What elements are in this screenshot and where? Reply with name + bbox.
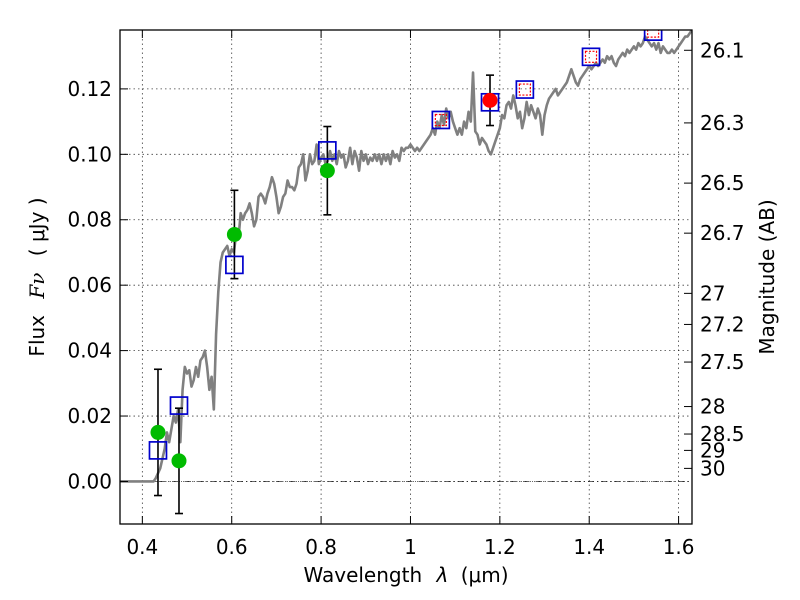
model-photometry-square bbox=[318, 141, 337, 160]
x-axis-title-text: Wavelength bbox=[303, 563, 422, 587]
x-axis: 0.4 0.6 0.8 1 1.2 1.4 1.6 bbox=[126, 30, 695, 559]
upper-limit-square bbox=[518, 83, 531, 96]
model-photometry-square bbox=[225, 255, 244, 275]
model-photometry-square bbox=[148, 441, 168, 460]
model-photometry-square bbox=[431, 110, 451, 130]
upper-limit-square bbox=[647, 30, 660, 38]
magnitude-tick-label: 27.2 bbox=[700, 312, 745, 336]
spectrum-layer bbox=[120, 30, 692, 483]
y-axis-title-symbol: Fν bbox=[25, 273, 49, 300]
x-tick-label: 1.2 bbox=[484, 535, 516, 559]
x-tick-label: 0.8 bbox=[305, 535, 337, 559]
measured-flux-point bbox=[482, 92, 498, 108]
model-photometry-square bbox=[581, 47, 601, 67]
magnitude-tick-label: 26.5 bbox=[700, 171, 745, 195]
magnitude-tick-label: 26.7 bbox=[700, 221, 745, 245]
plot-frame bbox=[119, 29, 693, 525]
y-tick-label: 0.02 bbox=[67, 404, 112, 428]
magnitude-tick-label: 30 bbox=[700, 456, 725, 480]
y-tick-label: 0.10 bbox=[67, 142, 112, 166]
magnitude-tick-label: 29 bbox=[700, 438, 725, 462]
measured-flux-point bbox=[150, 424, 166, 440]
magnitude-tick-label: 28.5 bbox=[700, 422, 745, 446]
magnitude-tick-label: 26.1 bbox=[700, 38, 745, 62]
x-tick-label: 1 bbox=[404, 535, 417, 559]
magnitude-tick-label: 27 bbox=[700, 281, 725, 305]
measured-flux-point bbox=[226, 226, 242, 242]
x-tick-label: 1.4 bbox=[573, 535, 605, 559]
y-axis-title-unit: ( μJy ) bbox=[25, 197, 49, 256]
y-axis-title: Flux Fν ( μJy ) bbox=[25, 197, 49, 356]
x-tick-label: 1.6 bbox=[663, 535, 695, 559]
x-tick-label: 0.4 bbox=[126, 535, 158, 559]
magnitude-tick-label: 26.3 bbox=[700, 111, 745, 135]
measured-flux-point bbox=[171, 453, 187, 469]
plot-background bbox=[120, 30, 692, 524]
marker-layer bbox=[148, 30, 663, 469]
measured-flux-point bbox=[319, 163, 335, 179]
y-tick-label: 0.06 bbox=[67, 273, 112, 297]
x-axis-title-symbol: λ bbox=[436, 563, 449, 587]
y-axis: 0.00 0.02 0.04 0.06 0.08 0.10 0.12 bbox=[67, 77, 128, 493]
y-axis-title-text: Flux bbox=[25, 315, 49, 357]
upper-limit-square bbox=[584, 50, 598, 63]
x-axis-title-unit: (μm) bbox=[461, 563, 509, 587]
model-photometry-square bbox=[169, 396, 189, 415]
magnitude-tick-label: 27.5 bbox=[700, 350, 745, 374]
y-tick-label: 0.04 bbox=[67, 339, 112, 363]
magnitude-axis-title: Magnitude (AB) bbox=[755, 199, 779, 354]
model-photometry-square bbox=[643, 30, 663, 41]
y-tick-label: 0.00 bbox=[67, 469, 112, 493]
model-photometry-square bbox=[515, 80, 535, 99]
y-tick-label: 0.08 bbox=[67, 208, 112, 232]
magnitude-tick-label: 28 bbox=[700, 395, 725, 419]
x-tick-label: 0.6 bbox=[216, 535, 248, 559]
spectrum-line bbox=[120, 30, 692, 483]
y-tick-label: 0.12 bbox=[67, 77, 112, 101]
upper-limit-square bbox=[434, 113, 447, 127]
x-axis-title: Wavelength λ (μm) bbox=[303, 563, 508, 587]
